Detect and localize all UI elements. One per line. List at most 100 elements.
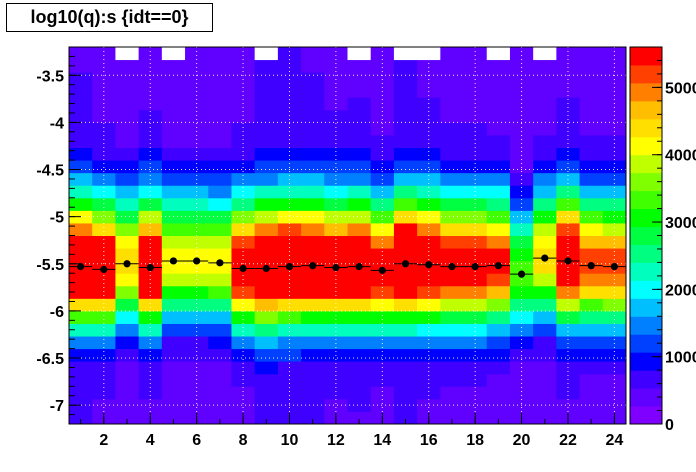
heatmap-cell [161,336,186,350]
heatmap-cell [579,109,604,123]
heatmap-cell [579,398,604,412]
heatmap-cell [533,336,557,350]
heatmap-cell [463,398,488,412]
heatmap-cell [69,222,93,236]
heatmap-cell [254,285,279,299]
heatmap-cell [92,210,116,224]
heatmap-cell [417,235,441,249]
heatmap-cell [393,411,418,425]
heatmap-cell [417,147,441,161]
heatmap-cell [161,386,186,400]
heatmap-cell [486,122,511,136]
heatmap-cell [579,84,604,98]
heatmap-cell [301,147,325,161]
heatmap-cell [277,323,302,337]
heatmap-cell [440,197,465,211]
heatmap-cell [254,197,279,211]
heatmap-cell [347,147,372,161]
heatmap-cell [208,134,232,149]
heatmap-cell [347,109,372,123]
heatmap-cell [161,160,186,174]
heatmap-cell [370,134,395,149]
profile-point [216,259,224,267]
heatmap-cell [69,348,93,362]
heatmap-cell [277,59,302,73]
z-tick-label: 5000 [665,80,696,97]
heatmap-cell [440,336,465,350]
heatmap-cell [393,323,418,337]
heatmap-cell [486,147,511,161]
heatmap-cell [509,59,534,73]
palette-swatch [630,172,662,192]
heatmap-cell [509,373,534,387]
heatmap-cell [277,235,302,249]
heatmap-cell [602,386,627,400]
heatmap-cell [231,285,256,299]
heatmap-cell [254,273,279,287]
heatmap-cell [115,210,140,224]
heatmap-cell [277,310,302,324]
heatmap-cell [486,47,511,61]
heatmap-cell [370,248,395,262]
heatmap-cell [115,134,140,149]
heatmap-cell [463,59,488,73]
heatmap-cell [69,273,93,287]
heatmap-cell [138,310,163,324]
heatmap-cell [463,298,488,312]
heatmap-cell [301,298,325,312]
heatmap-cell [324,122,348,136]
heatmap-cell [556,147,581,161]
heatmap-cell [440,248,465,262]
heatmap-cell [115,59,140,73]
heatmap-cell [393,197,418,211]
heatmap-cell [301,84,325,98]
heatmap-cell [579,172,604,186]
heatmap-cell [579,210,604,224]
profile-point [401,260,410,268]
heatmap-cell [324,222,348,236]
heatmap-cell [486,72,511,86]
heatmap-cell [579,373,604,387]
heatmap-cell [138,72,163,86]
heatmap-cell [393,160,418,174]
heatmap-cell [115,97,140,111]
heatmap-cell [324,298,348,312]
heatmap-cell [486,336,511,350]
heatmap-cell [370,285,395,299]
heatmap-cell [185,323,209,337]
heatmap-cell [463,197,488,211]
heatmap-cell [533,361,557,375]
heatmap-cell [602,248,627,262]
heatmap-cell [161,411,186,425]
heatmap-cell [463,147,488,161]
heatmap-cell [254,59,279,73]
heatmap-cell [115,47,140,61]
heatmap-cell [556,222,581,236]
heatmap-cell [533,197,557,211]
heatmap-cell [393,72,418,86]
heatmap-cell [393,361,418,375]
heatmap-cell [370,398,395,412]
y-tick-label: -5 [50,210,64,227]
x-tick-label: 2 [99,432,108,449]
heatmap-cell [208,235,232,249]
heatmap-cell [301,336,325,350]
heatmap-cell [602,235,627,249]
heatmap-cell [440,210,465,224]
heatmap-cell [301,235,325,249]
heatmap-cell [69,134,93,149]
heatmap-cell [69,373,93,387]
heatmap-cell [486,361,511,375]
heatmap-cell [556,47,581,61]
heatmap-cell [324,210,348,224]
x-tick-label: 12 [327,432,345,449]
heatmap-cell [579,310,604,324]
y-tick-label: -3.5 [36,68,64,85]
heatmap-cell [347,373,372,387]
heatmap-cell [208,260,232,274]
heatmap-cell [347,235,372,249]
heatmap-cell [185,310,209,324]
heatmap-cell [509,386,534,400]
heatmap-cell [347,134,372,149]
